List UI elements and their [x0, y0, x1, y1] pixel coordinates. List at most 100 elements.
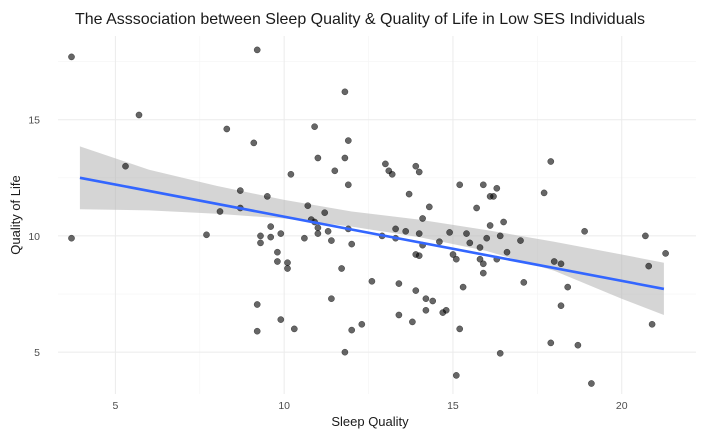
data-point [564, 283, 572, 291]
chart-title: The Asssociation between Sleep Quality &… [75, 11, 645, 28]
data-point [645, 262, 653, 270]
data-point [314, 224, 322, 232]
data-point [557, 302, 565, 310]
x-tick-label: 5 [112, 400, 118, 412]
data-point [642, 232, 649, 240]
data-point [216, 208, 224, 215]
data-point [277, 230, 285, 237]
data-point [449, 251, 457, 258]
data-point [68, 234, 75, 242]
data-point [496, 349, 504, 357]
regression-line [79, 176, 665, 291]
data-point [263, 193, 271, 200]
data-point [547, 158, 555, 165]
data-point [412, 162, 420, 170]
data-point [479, 260, 487, 268]
data-point [503, 248, 511, 256]
data-point [287, 170, 295, 178]
data-point [344, 181, 352, 189]
data-point [483, 234, 491, 242]
data-point [274, 258, 281, 265]
data-point [496, 232, 504, 240]
data-point [436, 238, 443, 246]
data-point [422, 306, 430, 314]
data-point [412, 287, 420, 294]
data-point [368, 277, 376, 285]
grid-lines [58, 36, 696, 394]
y-tick-label: 10 [28, 231, 40, 243]
data-point [338, 265, 345, 272]
data-point [452, 255, 460, 263]
data-point [257, 239, 264, 247]
data-point [395, 311, 403, 319]
data-point [274, 248, 281, 256]
data-point [557, 260, 565, 268]
data-point [253, 327, 261, 335]
data-point [446, 229, 453, 236]
data-point [456, 181, 464, 189]
axis-tick-labels: 5 10 15 20 5 10 15 [28, 115, 627, 412]
data-point [257, 232, 264, 240]
data-point [311, 123, 318, 131]
data-point [348, 326, 356, 334]
data-point [223, 125, 231, 133]
data-point [648, 320, 656, 328]
data-point [476, 255, 484, 263]
data-point [574, 341, 582, 349]
data-point [122, 162, 129, 170]
data-point [236, 187, 244, 194]
data-point [479, 269, 487, 277]
data-point [459, 283, 467, 291]
data-point [550, 258, 558, 265]
data-point [517, 237, 524, 244]
data-point [476, 244, 484, 251]
data-point [402, 227, 410, 235]
data-point [388, 170, 396, 178]
data-point [463, 230, 470, 237]
data-point [409, 318, 416, 326]
data-point [395, 280, 403, 287]
data-point [662, 250, 669, 257]
x-tick-label: 10 [278, 400, 290, 412]
data-point [419, 215, 426, 222]
data-point [540, 189, 548, 197]
data-point [341, 348, 349, 356]
data-point [328, 237, 335, 244]
data-point [250, 139, 258, 147]
x-tick-label: 20 [616, 400, 628, 412]
data-point [415, 230, 423, 237]
data-point [429, 297, 437, 305]
confidence-band-layer [79, 146, 664, 315]
data-point [331, 167, 339, 175]
data-point [253, 301, 261, 308]
data-point [415, 168, 423, 176]
data-point [425, 203, 433, 211]
data-point [344, 137, 352, 144]
data-point [581, 227, 588, 235]
data-point [415, 252, 423, 260]
data-point [490, 193, 497, 200]
y-tick-label: 5 [34, 347, 40, 359]
data-point [284, 265, 291, 272]
data-point [135, 111, 143, 119]
data-point [493, 184, 501, 192]
data-point [68, 53, 75, 61]
data-point [301, 234, 308, 242]
data-point [314, 230, 322, 237]
data-point [253, 46, 261, 54]
data-point [422, 295, 430, 303]
data-point [290, 325, 298, 333]
data-point [500, 218, 507, 226]
data-point [341, 154, 349, 162]
data-point [324, 227, 332, 235]
y-tick-label: 15 [28, 115, 40, 127]
data-point [588, 380, 595, 387]
data-point [405, 190, 413, 198]
data-point [456, 325, 464, 333]
data-point [348, 240, 356, 248]
y-axis-title: Quality of Life [8, 175, 23, 255]
data-point [442, 306, 450, 314]
data-point [486, 222, 494, 229]
data-point [284, 259, 291, 267]
